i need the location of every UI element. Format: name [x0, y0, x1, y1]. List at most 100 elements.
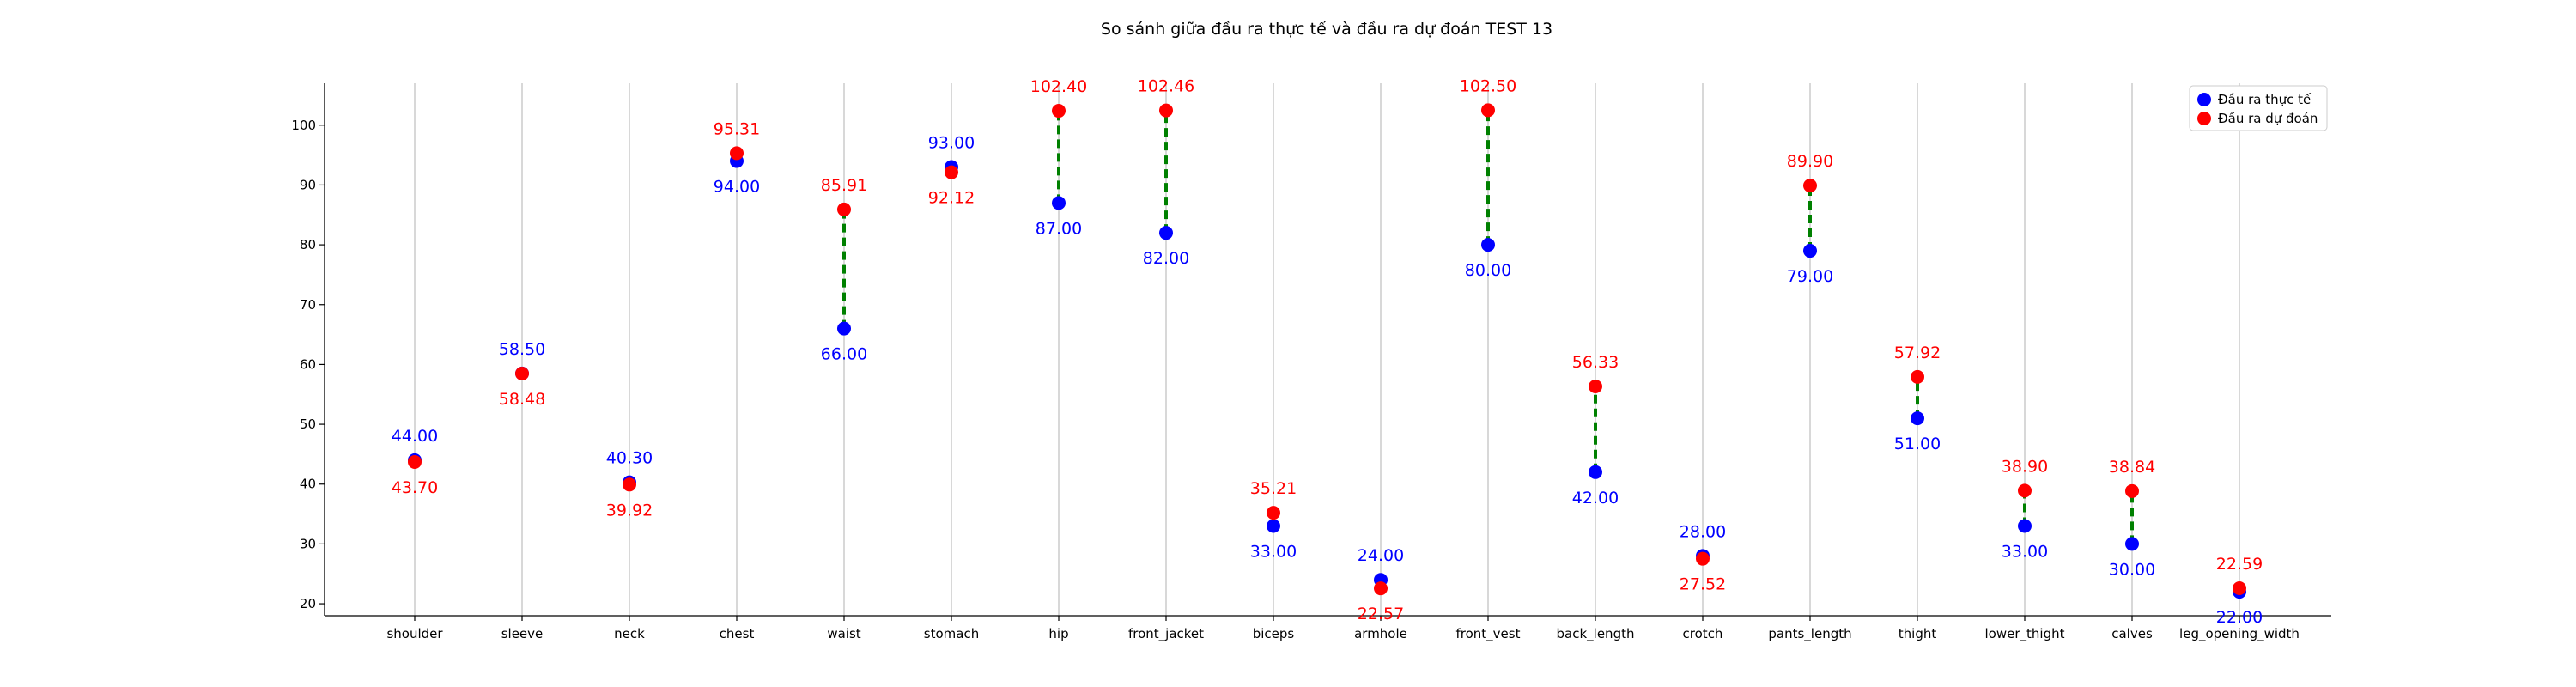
- chart-title: So sánh giữa đầu ra thực tế và đầu ra dự…: [1101, 20, 1552, 39]
- value-label-actual: 22.00: [2216, 608, 2263, 627]
- point-predicted: [1481, 103, 1495, 118]
- axes: 20 30 40 50 60 70 80 90 100 shoulder sleeve neck che…: [291, 83, 2331, 642]
- value-label-predicted: 38.90: [2002, 457, 2048, 476]
- connectors: [413, 110, 2241, 593]
- y-tick-label: 90: [300, 177, 316, 192]
- point-predicted: [623, 477, 636, 492]
- point-predicted: [1911, 369, 1924, 384]
- x-tick-label: waist: [827, 626, 860, 641]
- y-tick-label: 60: [300, 356, 316, 372]
- value-label-actual: 51.00: [1894, 435, 1941, 453]
- x-tick-label: shoulder: [386, 626, 443, 641]
- y-tick-label: 70: [300, 297, 316, 313]
- point-actual: [1267, 519, 1280, 533]
- x-tick-label: front_jacket: [1128, 626, 1204, 642]
- value-label-predicted: 102.50: [1460, 76, 1516, 95]
- value-label-predicted: 22.57: [1358, 605, 1404, 623]
- x-tick-label: armhole: [1354, 626, 1407, 641]
- value-label-actual: 94.00: [714, 178, 760, 197]
- legend-box: [2189, 85, 2328, 131]
- value-label-actual: 40.30: [606, 449, 653, 468]
- point-actual: [1803, 244, 1817, 258]
- points: [408, 103, 2246, 599]
- x-tick-label: calves: [2111, 626, 2153, 641]
- value-label-actual: 80.00: [1465, 261, 1511, 280]
- y-tick-label: 20: [300, 596, 316, 611]
- x-tick-label: leg_opening_width: [2179, 626, 2300, 642]
- value-label-actual: 66.00: [821, 345, 867, 364]
- point-predicted: [1267, 506, 1280, 520]
- point-predicted: [1374, 581, 1388, 596]
- point-predicted: [1159, 103, 1173, 118]
- x-tick-label: hip: [1048, 626, 1068, 641]
- legend-label-actual: Đầu ra thực tế: [2218, 92, 2312, 107]
- x-tick-label: chest: [720, 626, 755, 641]
- value-label-predicted: 85.91: [821, 176, 867, 195]
- point-predicted: [1696, 551, 1710, 566]
- x-tick-label: front_vest: [1456, 626, 1521, 642]
- x-tick-label: pants_length: [1768, 626, 1851, 642]
- value-label-predicted: 102.40: [1030, 77, 1087, 96]
- x-tick-label: back_length: [1557, 626, 1635, 642]
- point-actual: [2125, 537, 2139, 551]
- legend: Đầu ra thực tế Đầu ra dự đoán: [2189, 85, 2328, 131]
- value-label-actual: 93.00: [928, 134, 975, 153]
- x-tick-label: crotch: [1683, 626, 1723, 641]
- value-label-actual: 44.00: [392, 427, 438, 446]
- x-tick-label: lower_thight: [1985, 626, 2065, 642]
- value-label-actual: 33.00: [1250, 543, 1297, 562]
- point-predicted: [515, 367, 529, 381]
- value-label-actual: 58.50: [499, 340, 545, 359]
- value-label-predicted: 43.70: [392, 478, 438, 497]
- value-label-predicted: 92.12: [928, 189, 975, 208]
- y-tick-label: 50: [300, 416, 316, 432]
- point-predicted: [2233, 581, 2246, 596]
- value-label-actual: 42.00: [1572, 489, 1619, 508]
- point-actual: [837, 321, 851, 336]
- legend-marker-actual: [2197, 93, 2211, 106]
- point-predicted: [2125, 483, 2139, 498]
- value-label-predicted: 27.52: [1680, 575, 1726, 594]
- x-tick-label: neck: [614, 626, 645, 641]
- point-actual: [1589, 465, 1602, 479]
- value-label-actual: 28.00: [1680, 522, 1726, 541]
- y-tick-label: 40: [300, 477, 316, 492]
- y-tick-label: 100: [291, 118, 316, 133]
- point-actual: [1481, 238, 1495, 252]
- y-tick-label: 30: [300, 536, 316, 551]
- value-label-predicted: 56.33: [1572, 353, 1619, 372]
- point-actual: [2018, 519, 2032, 533]
- value-label-predicted: 22.59: [2216, 555, 2263, 574]
- value-label-predicted: 89.90: [1787, 152, 1833, 171]
- y-tick-label: 80: [300, 237, 316, 252]
- x-tick-label: sleeve: [501, 626, 544, 641]
- point-predicted: [408, 454, 422, 469]
- value-label-actual: 79.00: [1787, 267, 1833, 286]
- x-tick-label: biceps: [1253, 626, 1295, 641]
- value-labels: 44.00 43.70 58.50 58.48 40.30 39.92 95.31 94.00…: [392, 76, 2263, 627]
- point-actual: [1911, 411, 1924, 426]
- value-label-predicted: 57.92: [1894, 344, 1941, 362]
- value-label-actual: 24.00: [1358, 546, 1404, 565]
- point-predicted: [1803, 179, 1817, 193]
- value-label-actual: 82.00: [1143, 249, 1189, 268]
- legend-label-predicted: Đầu ra dự đoán: [2218, 111, 2318, 126]
- value-label-actual: 87.00: [1036, 219, 1082, 238]
- point-actual: [1159, 226, 1173, 240]
- point-predicted: [730, 146, 744, 161]
- value-label-predicted: 102.46: [1138, 77, 1194, 96]
- value-label-predicted: 39.92: [606, 501, 653, 520]
- grid-lines: [414, 83, 2240, 616]
- x-tick-label: thight: [1899, 626, 1937, 641]
- point-predicted: [1589, 379, 1602, 393]
- value-label-actual: 30.00: [2109, 560, 2155, 579]
- x-tick-label: stomach: [924, 626, 979, 641]
- point-predicted: [837, 202, 851, 216]
- value-label-predicted: 95.31: [714, 119, 760, 138]
- value-label-predicted: 58.48: [499, 390, 545, 409]
- value-label-actual: 33.00: [2002, 543, 2048, 562]
- point-predicted: [945, 165, 958, 179]
- point-predicted: [2018, 483, 2032, 498]
- point-predicted: [1052, 104, 1066, 119]
